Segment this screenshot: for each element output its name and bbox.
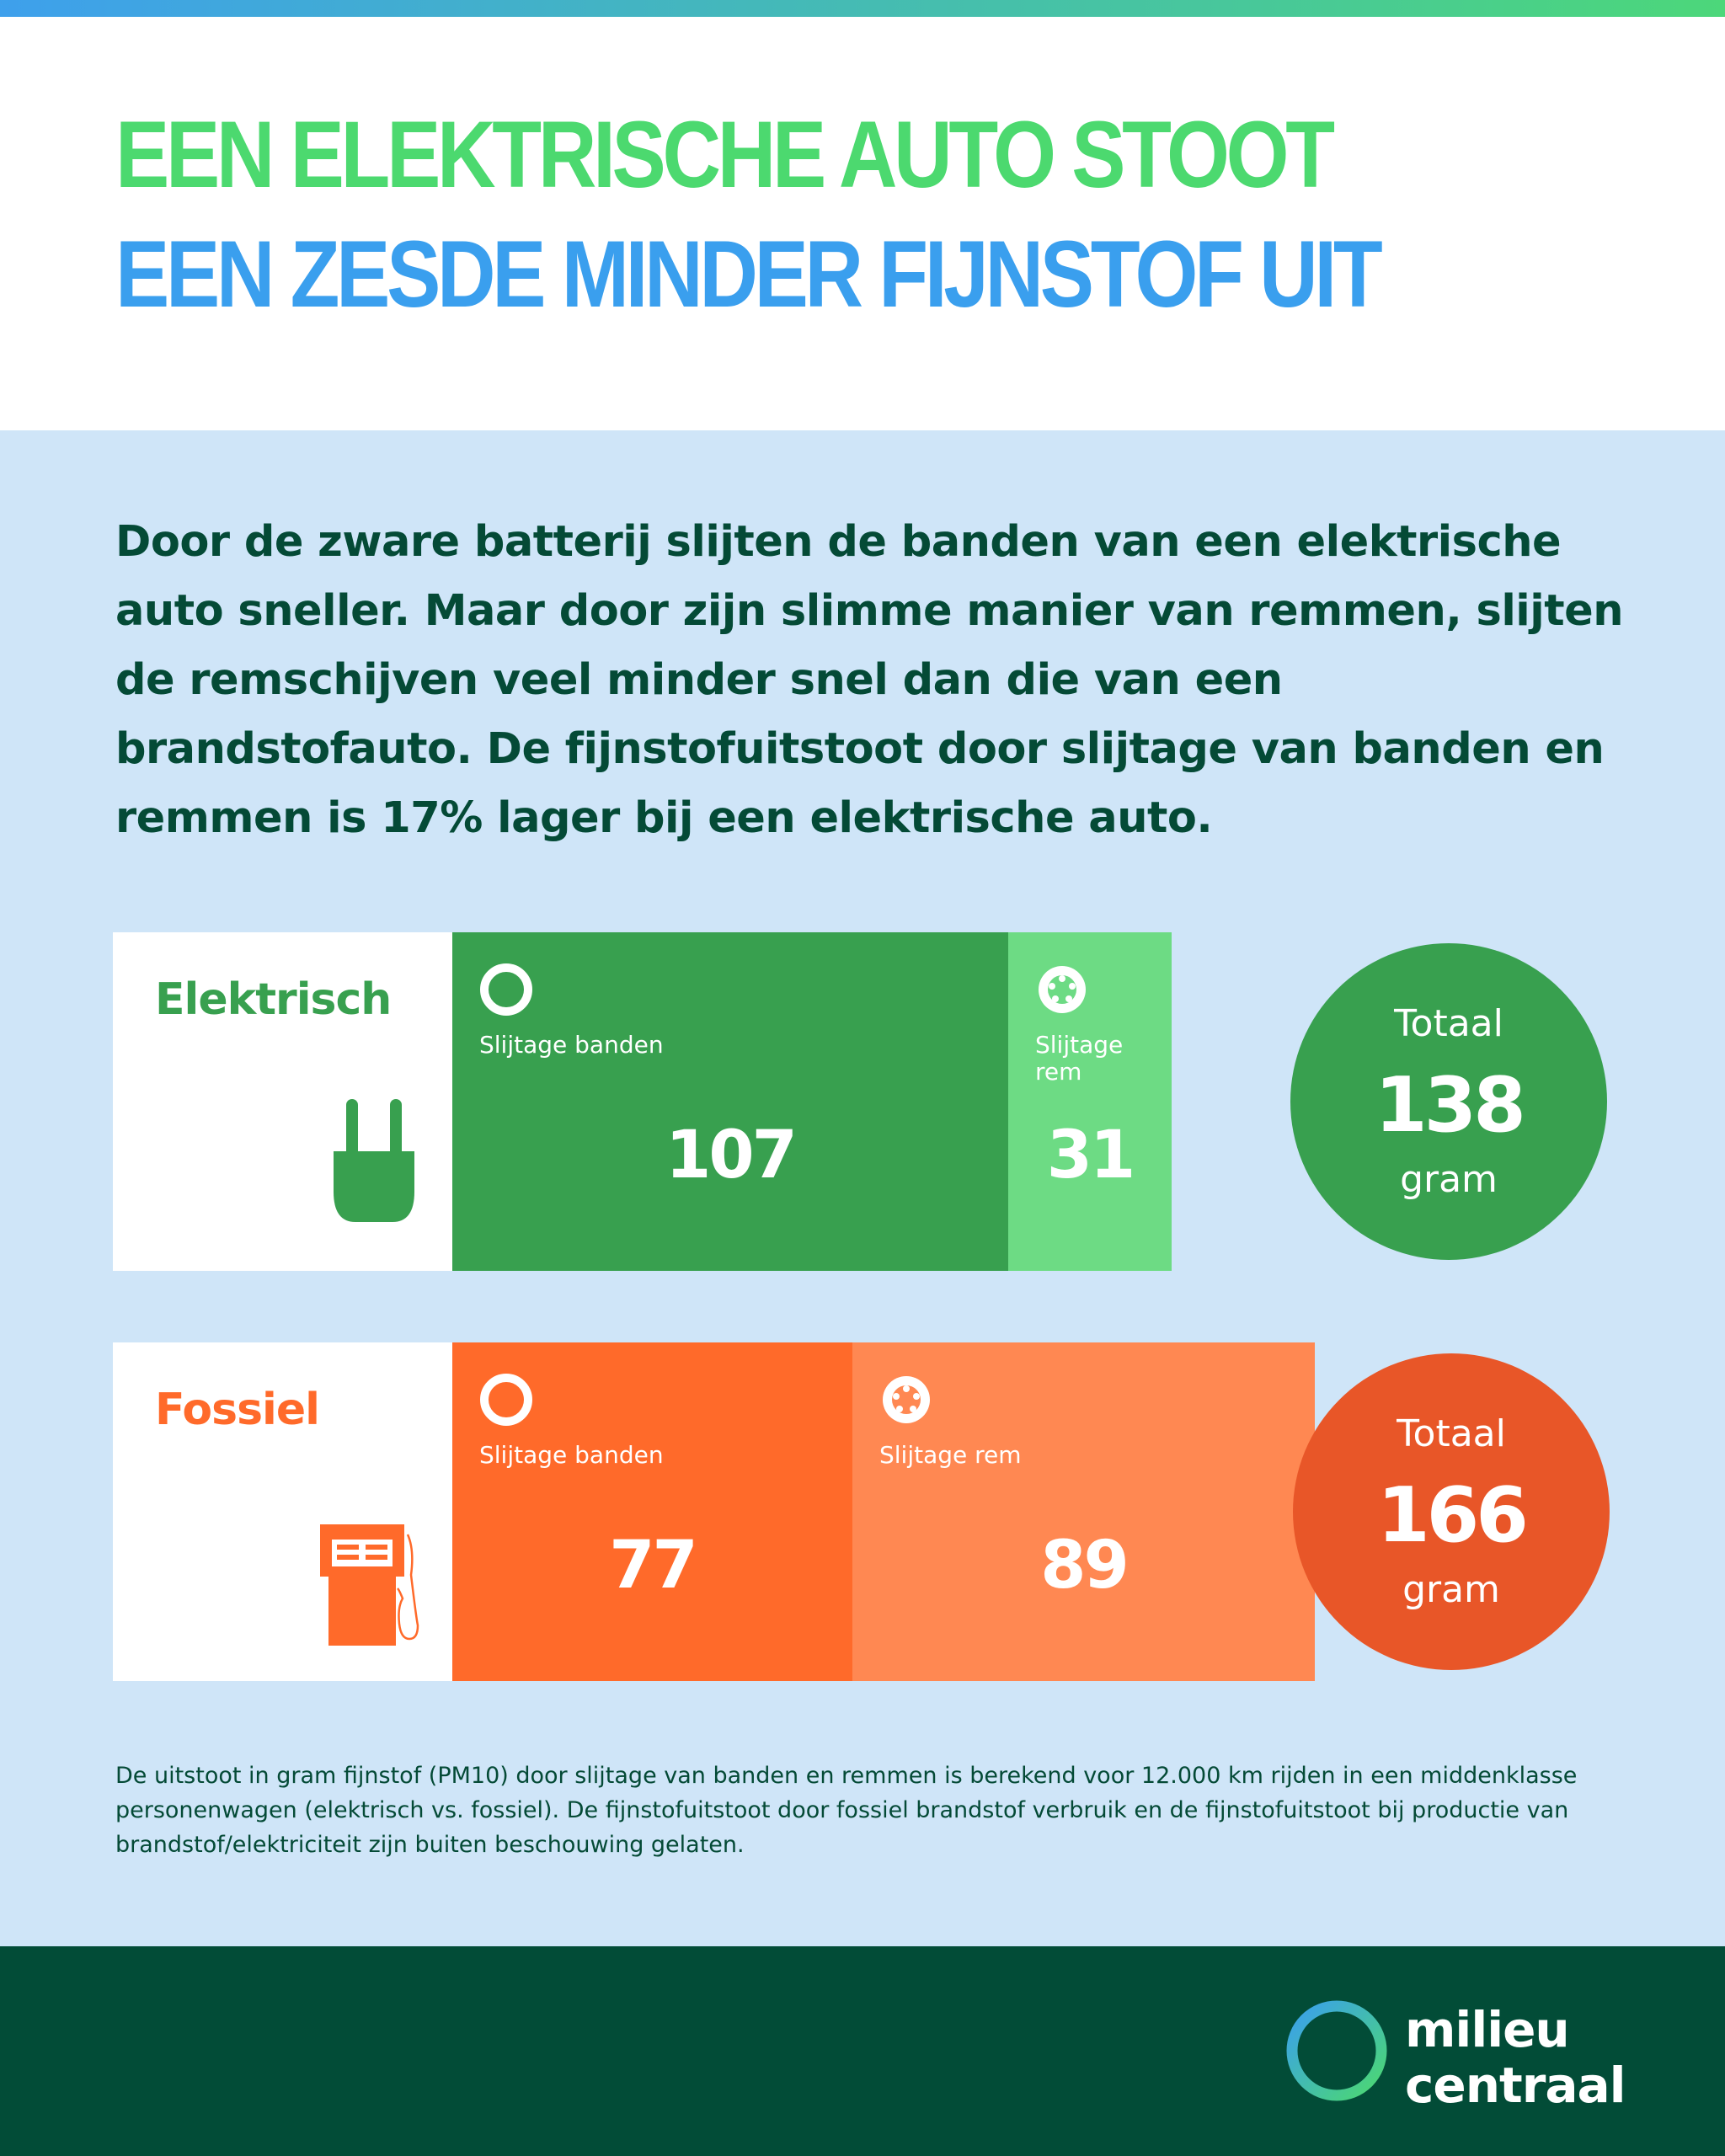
segment-label: Slijtage rem: [1035, 1031, 1124, 1086]
brake-disc-icon: [1039, 966, 1086, 1013]
total-value: 166: [1377, 1471, 1529, 1560]
plug-icon: [334, 1099, 414, 1222]
total-unit: gram: [1402, 1568, 1500, 1611]
row-label: Elektrisch: [155, 974, 392, 1025]
segment-value: 31: [1046, 1118, 1136, 1193]
tire-icon: [480, 1374, 532, 1426]
total-circle-elektrisch: Totaal 138 gram: [1290, 943, 1607, 1260]
segment-label: Slijtage rem: [879, 1441, 1022, 1469]
fuel-pump-icon: [320, 1524, 419, 1646]
segment-tires: Slijtage banden 77: [452, 1342, 852, 1681]
logo-text: milieu centraal: [1405, 2002, 1626, 2113]
header: [0, 17, 1725, 430]
total-label: Totaal: [1397, 1412, 1506, 1455]
tire-icon: [480, 963, 532, 1016]
brake-disc-icon: [883, 1376, 930, 1423]
segment-tires: Slijtage banden 107: [452, 932, 1008, 1271]
segment-brakes: Slijtage rem 31: [1008, 932, 1172, 1271]
logo-line-2: centraal: [1405, 2057, 1626, 2114]
segment-value: 89: [1040, 1528, 1130, 1604]
intro-text: Door de zware batterij slijten de banden…: [115, 517, 1624, 843]
total-label: Totaal: [1394, 1002, 1503, 1045]
segment-value: 77: [609, 1528, 698, 1604]
top-gradient-bar: [0, 0, 1725, 17]
total-value: 138: [1375, 1061, 1526, 1150]
segment-value: 107: [665, 1118, 798, 1193]
total-circle-fossiel: Totaal 166 gram: [1293, 1353, 1610, 1670]
footnote: De uitstoot in gram fijnstof (PM10) door…: [115, 1763, 1578, 1858]
logo-line-1: milieu: [1405, 2001, 1570, 2058]
segment-brakes: Slijtage rem 89: [852, 1342, 1315, 1681]
row-elektrisch: Elektrisch Slijtage banden 107 Slijtage …: [113, 932, 1172, 1271]
footer: milieu centraal: [0, 1946, 1725, 2156]
row-fossiel: Fossiel Slijtage banden 77 Slijtage rem …: [113, 1342, 1315, 1681]
label-box: Elektrisch: [113, 932, 452, 1271]
total-unit: gram: [1400, 1158, 1498, 1201]
title-line-2: EEN ZESDE MINDER FIJNSTOF UIT: [115, 221, 1383, 327]
row-label: Fossiel: [155, 1385, 320, 1435]
segment-label: Slijtage banden: [479, 1031, 664, 1059]
title-line-1: EEN ELEKTRISCHE AUTO STOOT: [115, 102, 1335, 207]
segment-label: Slijtage banden: [479, 1441, 664, 1469]
label-box: Fossiel: [113, 1342, 452, 1681]
milieu-centraal-logo-icon: [1286, 2000, 1387, 2101]
